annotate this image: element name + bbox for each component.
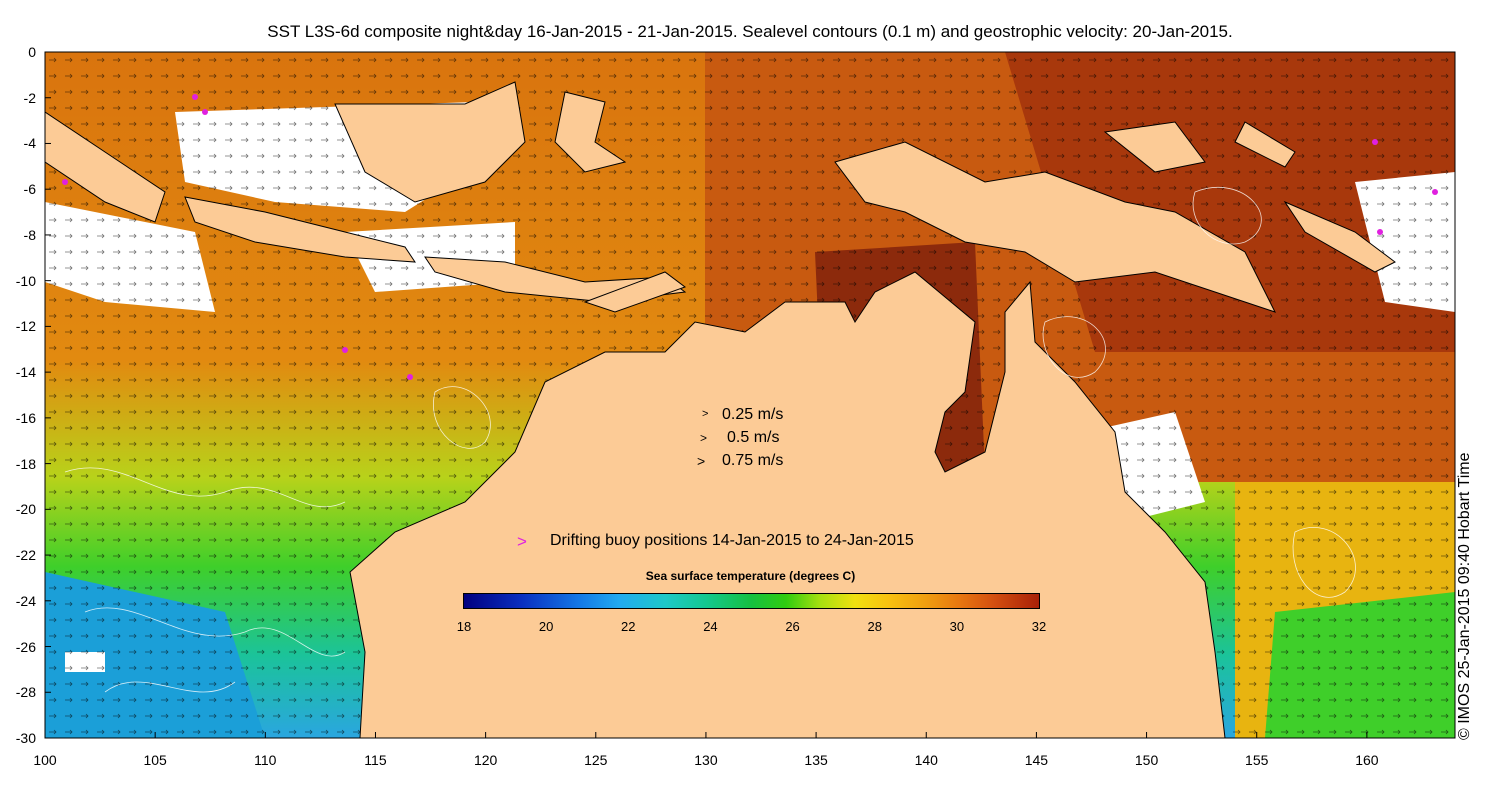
colorbar-title: Sea surface temperature (degrees C) — [645, 569, 856, 583]
buoy-legend-label: Drifting buoy positions 14-Jan-2015 to 2… — [550, 532, 914, 549]
y-tick-label: -10 — [15, 272, 36, 289]
y-tick-label: -26 — [15, 638, 36, 655]
y-tick-label: -20 — [15, 501, 36, 518]
velocity-label-05: 0.5 m/s — [727, 429, 780, 446]
x-tick-label: 160 — [1355, 752, 1379, 768]
colorbar-tick-label: 22 — [621, 619, 636, 634]
colorbar-tick-label: 24 — [703, 619, 718, 634]
y-tick-label: -14 — [15, 364, 36, 381]
colorbar-tick-label: 28 — [867, 619, 882, 634]
x-tick-label: 130 — [694, 752, 718, 768]
colorbar-tick-label: 18 — [456, 619, 472, 634]
x-tick-label: 150 — [1134, 752, 1159, 768]
x-tick-label: 135 — [804, 752, 828, 768]
x-tick-label: 155 — [1245, 752, 1269, 768]
x-tick-label: 145 — [1024, 752, 1049, 768]
x-tick-label: 115 — [364, 752, 387, 768]
buoy-marker-icon: > — [517, 532, 527, 551]
y-tick-label: -22 — [15, 547, 36, 564]
y-tick-label: -18 — [15, 455, 36, 472]
x-tick-label: 140 — [914, 752, 938, 768]
credit-text: © IMOS 25-Jan-2015 09:40 Hobart Time — [1456, 452, 1473, 740]
colorbar-tick-label: 20 — [538, 619, 554, 634]
x-tick-label: 125 — [584, 752, 608, 768]
y-tick-label: -12 — [15, 318, 36, 335]
x-tick-label: 105 — [143, 752, 167, 768]
map-title: SST L3S-6d composite night&day 16-Jan-20… — [267, 22, 1233, 41]
colorbar-tick-label: 30 — [949, 619, 965, 634]
velocity-arrow-icon: > — [697, 453, 706, 469]
y-tick-label: -4 — [23, 135, 36, 152]
colorbar — [463, 593, 1040, 609]
sst-map — [45, 52, 1455, 738]
y-tick-label: -8 — [23, 226, 36, 243]
colorbar-tick-label: 26 — [785, 619, 800, 634]
y-tick-label: -30 — [15, 730, 36, 746]
x-tick-label: 100 — [33, 752, 57, 768]
velocity-arrow-icon: > — [702, 408, 709, 420]
y-tick-label: -2 — [23, 89, 36, 106]
x-tick-label: 110 — [254, 752, 277, 768]
colorbar-tick-label: 32 — [1031, 619, 1047, 634]
y-tick-label: -24 — [15, 592, 36, 609]
velocity-arrow-icon: > — [700, 431, 708, 445]
velocity-label-075: 0.75 m/s — [722, 452, 784, 469]
y-tick-label: -28 — [15, 684, 36, 701]
y-tick-label: 0 — [28, 44, 36, 60]
x-tick-label: 120 — [473, 752, 498, 768]
velocity-label-025: 0.25 m/s — [722, 406, 784, 423]
y-tick-label: -16 — [15, 409, 36, 426]
sst-map-canvas — [45, 52, 1455, 738]
y-tick-label: -6 — [23, 181, 36, 198]
